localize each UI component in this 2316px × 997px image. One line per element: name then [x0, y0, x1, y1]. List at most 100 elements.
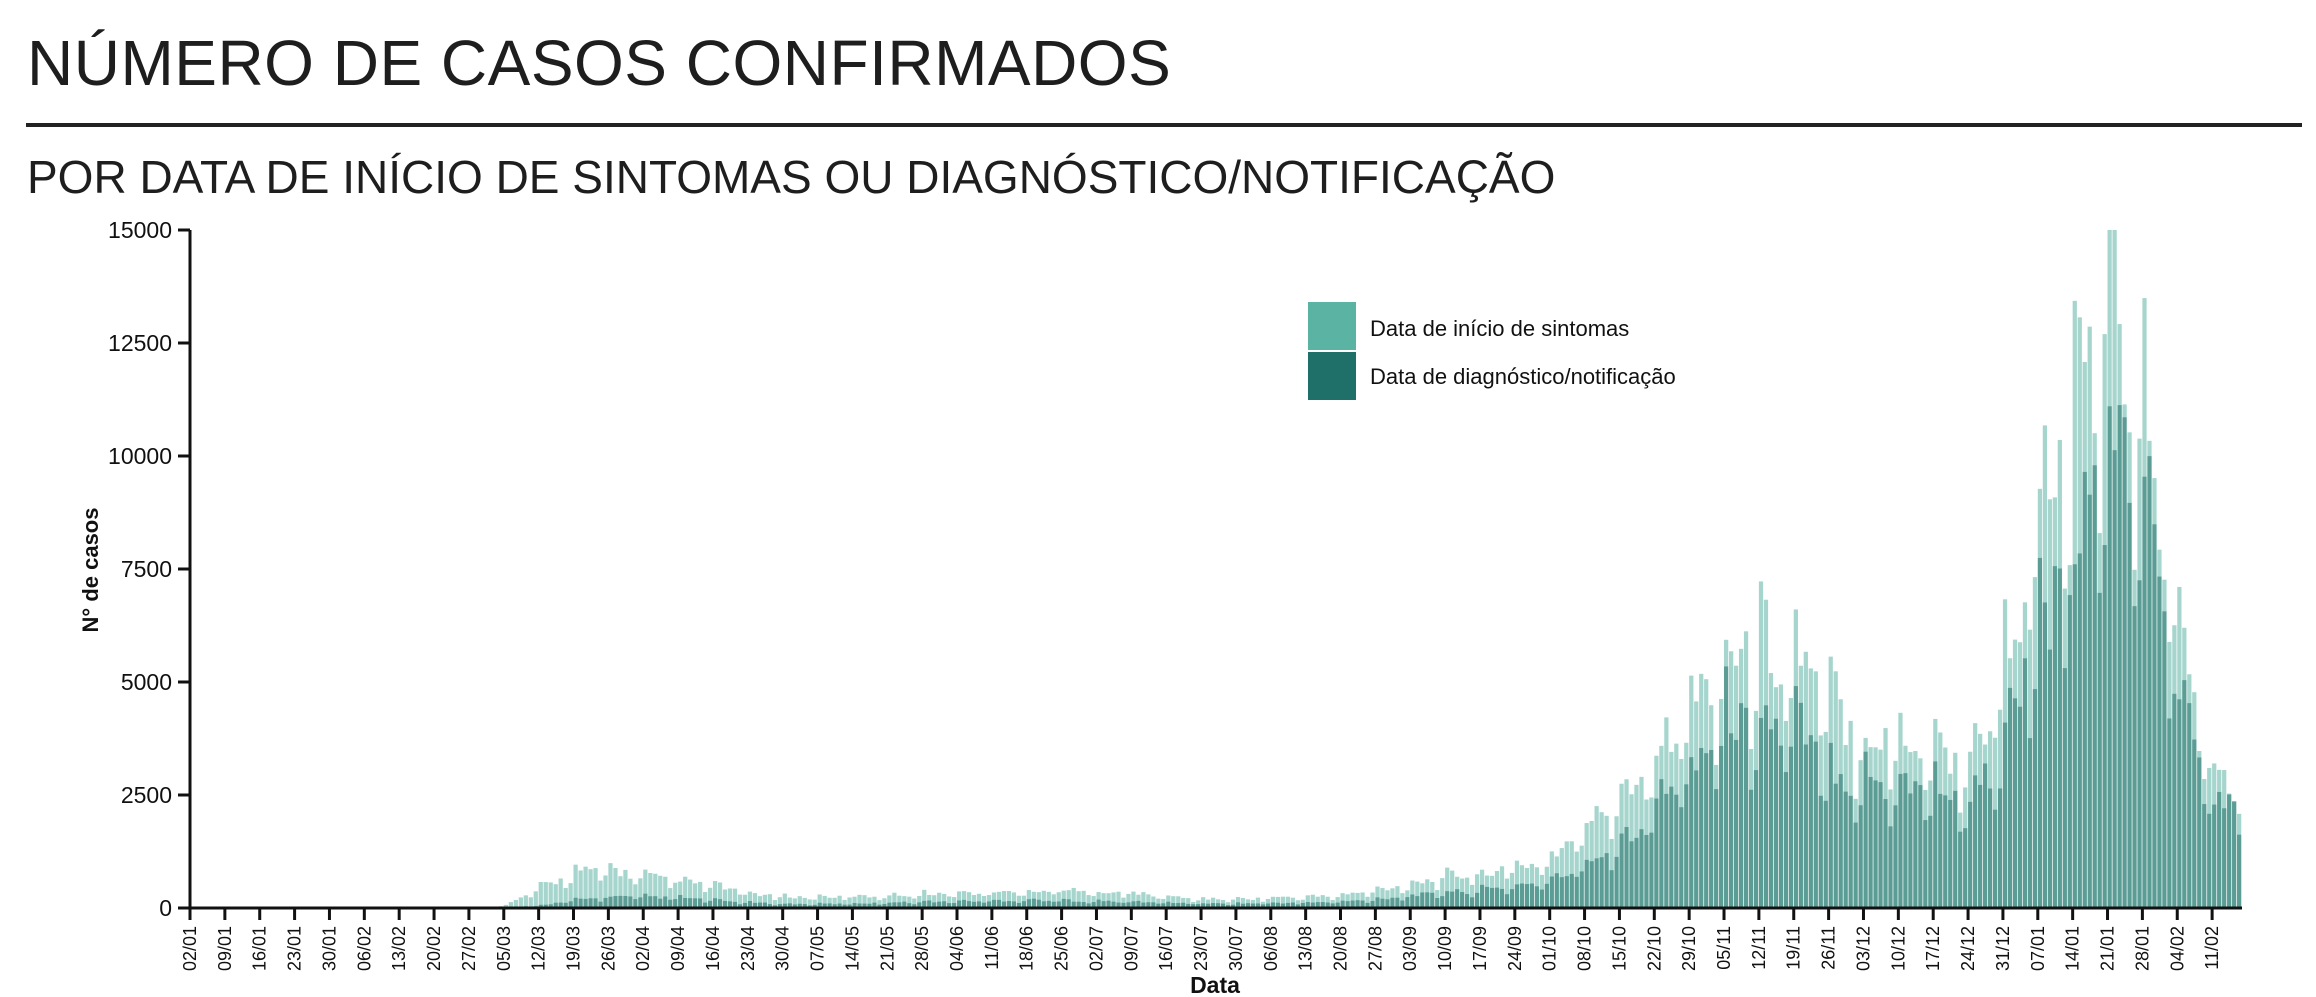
- bar-symptoms: [638, 878, 643, 908]
- bar-symptoms: [643, 869, 648, 908]
- bar-diagnosis: [1036, 899, 1041, 908]
- bar-symptoms: [1156, 898, 1161, 908]
- legend-label-diagnosis: Data de diagnóstico/notificação: [1370, 364, 1676, 389]
- bar-diagnosis: [1460, 892, 1465, 908]
- bar-diagnosis: [1211, 903, 1216, 908]
- bar-symptoms: [543, 882, 548, 908]
- bar-diagnosis: [1161, 903, 1166, 908]
- bar-diagnosis: [1664, 793, 1669, 908]
- bar-diagnosis: [1808, 735, 1813, 908]
- bar-diagnosis: [932, 902, 937, 908]
- bar-symptoms: [917, 895, 922, 908]
- x-tick-label: 02/01: [180, 926, 200, 971]
- bar-diagnosis: [1509, 889, 1515, 908]
- bar-diagnosis: [1918, 785, 1923, 908]
- x-tick-label: 13/08: [1296, 926, 1316, 971]
- bar-symptoms: [1350, 892, 1355, 908]
- bar-diagnosis: [1121, 902, 1126, 908]
- bar-diagnosis: [618, 895, 623, 908]
- bar-diagnosis: [1724, 666, 1729, 908]
- bar-symptoms: [1101, 893, 1106, 908]
- bar-symptoms: [966, 892, 972, 908]
- bar-symptoms: [1001, 891, 1007, 908]
- bar-symptoms: [837, 895, 842, 908]
- bar-diagnosis: [1325, 902, 1330, 908]
- bar-diagnosis: [578, 898, 583, 908]
- bar-diagnosis: [1235, 902, 1241, 908]
- bar-diagnosis: [787, 903, 792, 908]
- bar-diagnosis: [1594, 858, 1599, 908]
- bar-symptoms: [772, 900, 777, 908]
- bar-symptoms: [727, 888, 733, 908]
- bar-diagnosis: [1504, 894, 1510, 908]
- bar-symptoms: [1091, 896, 1096, 908]
- bar-symptoms: [782, 893, 787, 908]
- bar-symptoms: [1564, 841, 1569, 908]
- bar-symptoms: [1325, 896, 1330, 908]
- y-tick-label: 10000: [108, 443, 172, 469]
- bar-diagnosis: [1938, 793, 1943, 908]
- bar-symptoms: [513, 899, 518, 908]
- bar-diagnosis: [1365, 902, 1370, 908]
- bar-diagnosis: [1201, 903, 1206, 908]
- bar-symptoms: [907, 896, 912, 908]
- bar-diagnosis: [1151, 902, 1156, 908]
- bar-diagnosis: [957, 900, 962, 908]
- x-tick-label: 10/09: [1435, 926, 1455, 971]
- bar-symptoms: [912, 898, 917, 908]
- bar-symptoms: [877, 900, 882, 908]
- bar-symptoms: [752, 893, 758, 908]
- bar-symptoms: [698, 881, 703, 908]
- bar-symptoms: [842, 899, 847, 908]
- bar-diagnosis: [837, 903, 842, 908]
- chart-subtitle: POR DATA DE INÍCIO DE SINTOMAS OU DIAGNÓ…: [27, 151, 1556, 203]
- bar-symptoms: [528, 897, 533, 908]
- x-tick-label: 14/05: [842, 926, 862, 971]
- bar-symptoms: [922, 889, 927, 908]
- bar-diagnosis: [792, 904, 797, 908]
- x-tick-label: 06/08: [1261, 926, 1281, 971]
- bar-symptoms: [573, 864, 578, 908]
- bar-diagnosis: [1255, 903, 1261, 908]
- bar-diagnosis: [1813, 741, 1818, 908]
- bar-symptoms: [1594, 806, 1599, 908]
- bar-diagnosis: [628, 896, 633, 908]
- bar-symptoms: [762, 894, 767, 908]
- bar-diagnosis: [1828, 742, 1833, 908]
- bar-symptoms: [538, 882, 543, 908]
- x-tick-label: 17/09: [1470, 926, 1490, 971]
- bar-diagnosis: [1694, 770, 1699, 908]
- bar-symptoms: [747, 891, 753, 908]
- bar-diagnosis: [737, 904, 743, 908]
- bar-diagnosis: [1001, 901, 1007, 908]
- bar-diagnosis: [1778, 745, 1784, 908]
- bar-diagnosis: [2197, 757, 2202, 908]
- bar-diagnosis: [648, 896, 653, 908]
- bar-symptoms: [598, 880, 603, 908]
- bar-diagnosis: [1699, 747, 1704, 908]
- bar-diagnosis: [2057, 568, 2062, 908]
- bar-diagnosis: [2182, 680, 2187, 908]
- bar-symptoms: [822, 895, 827, 908]
- bar-diagnosis: [1186, 903, 1191, 908]
- x-tick-label: 09/01: [215, 926, 235, 971]
- bar-diagnosis: [2102, 545, 2107, 908]
- bar-symptoms: [1385, 890, 1390, 908]
- bar-symptoms: [1415, 881, 1420, 908]
- bar-diagnosis: [1818, 795, 1823, 908]
- bar-diagnosis: [1041, 901, 1046, 908]
- bar-symptoms: [1365, 896, 1370, 908]
- bar-diagnosis: [2117, 405, 2122, 908]
- bar-symptoms: [797, 896, 802, 908]
- bar-diagnosis: [1973, 775, 1978, 908]
- bar-diagnosis: [2077, 553, 2082, 908]
- bar-symptoms: [558, 878, 563, 908]
- x-tick-label: 27/08: [1365, 926, 1385, 971]
- bar-diagnosis: [976, 901, 982, 908]
- bar-diagnosis: [2037, 557, 2043, 908]
- bar-symptoms: [693, 883, 698, 908]
- bar-symptoms: [523, 895, 528, 908]
- bar-diagnosis: [1106, 900, 1111, 908]
- bar-symptoms: [1146, 894, 1151, 908]
- bar-symptoms: [872, 896, 877, 908]
